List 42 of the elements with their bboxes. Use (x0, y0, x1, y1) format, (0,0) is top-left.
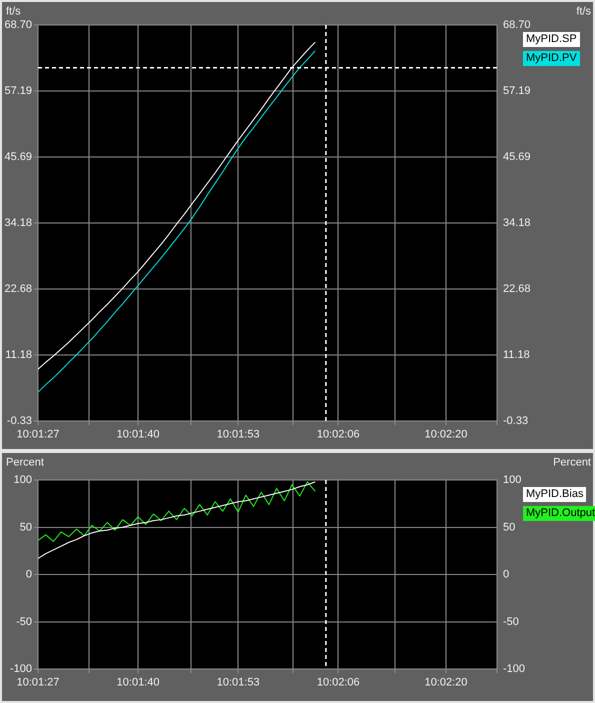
y-tick-label: 100 (14, 474, 32, 486)
text: MyPID.PV (523, 51, 580, 66)
y2-tick-label: 34.18 (503, 217, 531, 230)
y2-axis-title: ft/s (576, 6, 592, 18)
y-tick-label: 0 (26, 568, 32, 581)
y2-tick-label: 11.18 (503, 349, 530, 362)
y2-axis-title: Percent (553, 456, 591, 469)
y2-tick-label: -0.33 (503, 415, 528, 428)
text: MyPID.Bias (523, 487, 586, 502)
y-tick-label: 57.19 (4, 85, 32, 98)
x-tick-label: 10:01:27 (16, 428, 60, 441)
x-tick-label: 10:02:06 (316, 676, 360, 689)
x-tick-label: 10:01:27 (16, 676, 60, 689)
y2-tick-label: 45.69 (503, 151, 531, 164)
y2-tick-label: 0 (503, 568, 510, 581)
y2-tick-label: 68.70 (503, 19, 531, 32)
y-tick-label: -50 (16, 616, 32, 628)
y2-tick-label: 57.19 (503, 85, 531, 98)
y-tick-label: 68.70 (4, 19, 32, 32)
x-tick-label: 10:01:40 (116, 676, 160, 689)
y-tick-label: -0.33 (6, 415, 32, 428)
text: MyPID.SP (523, 32, 580, 47)
x-tick-label: 10:01:53 (216, 428, 260, 441)
text: MyPID.Output (523, 506, 595, 521)
y2-tick-label: 50 (503, 521, 516, 534)
y-tick-label: 11.18 (5, 349, 32, 362)
x-tick-label: 10:01:40 (116, 428, 160, 441)
x-tick-label: 10:02:06 (316, 428, 360, 441)
y-axis-title: Percent (6, 456, 44, 469)
y-tick-label: 22.68 (4, 283, 32, 296)
x-tick-label: 10:01:53 (216, 676, 260, 689)
y-tick-label: 34.18 (4, 217, 32, 230)
y-axis-title: ft/s (6, 6, 22, 18)
y2-tick-label: 100 (503, 474, 522, 486)
y2-tick-label: -100 (503, 663, 526, 676)
y2-tick-label: 22.68 (503, 283, 531, 296)
y-tick-label: -100 (10, 663, 32, 676)
x-tick-label: 10:02:20 (424, 428, 468, 441)
y-tick-label: 50 (20, 521, 32, 534)
y-tick-label: 45.69 (4, 151, 32, 164)
x-tick-label: 10:02:20 (424, 676, 468, 689)
y2-tick-label: -50 (503, 616, 519, 628)
